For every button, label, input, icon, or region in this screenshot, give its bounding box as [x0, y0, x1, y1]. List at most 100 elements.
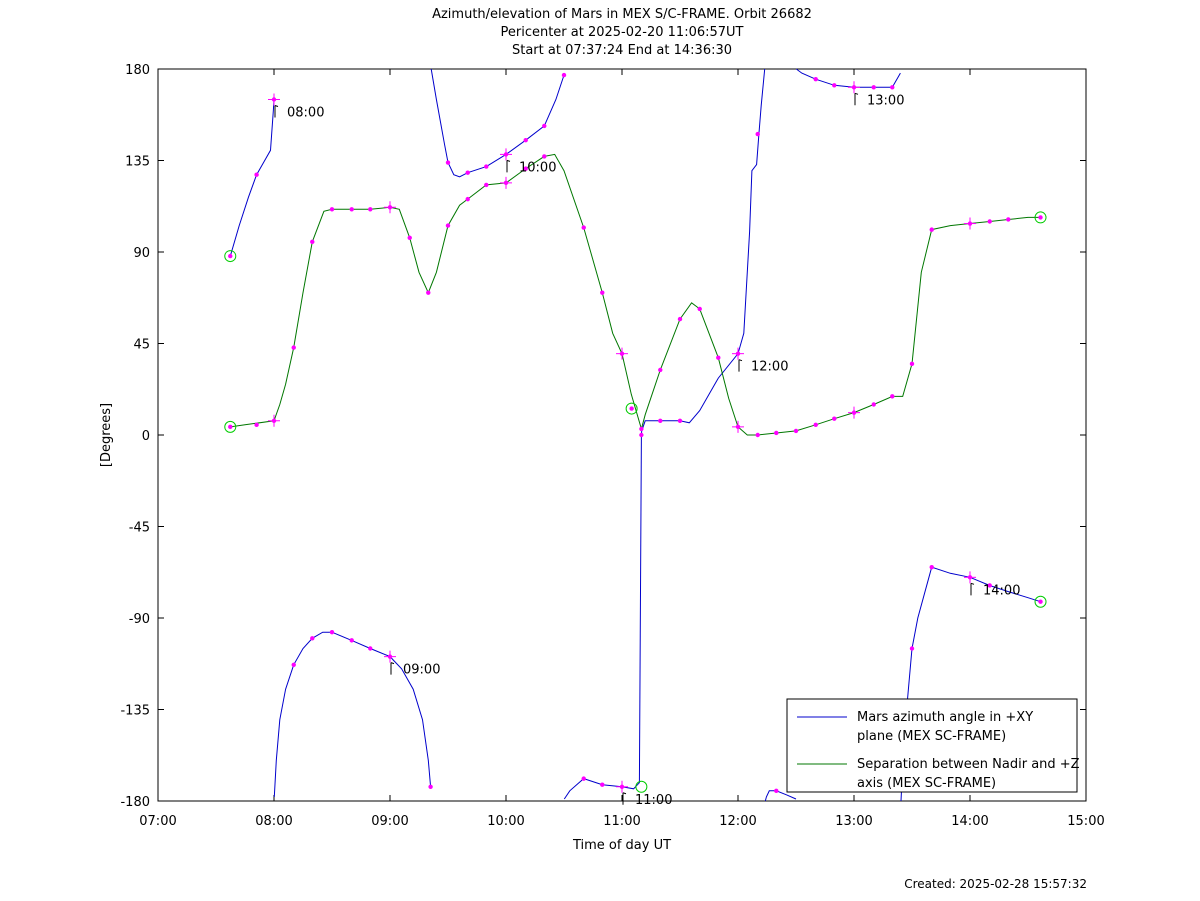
data-point [1006, 217, 1011, 222]
azimuth-series-line [900, 566, 1041, 802]
data-point [658, 367, 663, 373]
chart-title: Azimuth/elevation of Mars in MEX S/C-FRA… [432, 7, 812, 58]
title-line: Pericenter at 2025-02-20 11:06:57UT [500, 25, 743, 40]
data-point [310, 239, 315, 245]
annotation-label: 12:00 [751, 360, 788, 375]
data-point [291, 345, 296, 350]
annotation-label: 09:00 [403, 663, 440, 678]
y-tick-label: -180 [120, 795, 150, 810]
data-point [793, 428, 799, 434]
annotation-label: 08:00 [287, 106, 324, 121]
data-point [228, 253, 233, 259]
data-point [909, 646, 915, 651]
data-point [658, 418, 663, 423]
y-tick-label: -135 [120, 704, 150, 719]
legend: Mars azimuth angle in +XY plane (MEX SC-F… [786, 698, 1080, 793]
endpoint-circle [224, 420, 237, 433]
data-point [909, 361, 915, 367]
data-point [890, 85, 895, 90]
data-point [310, 636, 315, 641]
data-point [484, 164, 489, 169]
azimuth-series-line [796, 68, 901, 88]
data-point [832, 416, 837, 421]
annotation-label: 11:00 [635, 793, 672, 808]
data-point [813, 76, 818, 82]
data-point [561, 72, 567, 78]
data-point [987, 583, 992, 588]
y-tick-labels: 180 135 90 45 0 -45 -90 -135 -180 [120, 63, 150, 810]
data-point [1038, 599, 1043, 604]
data-point [677, 316, 683, 322]
annotation-pointer [854, 92, 859, 95]
data-point [329, 630, 335, 635]
data-point [755, 432, 760, 438]
x-tick-label: 08:00 [255, 814, 292, 829]
azimuth-series-line [563, 68, 766, 800]
data-point [929, 227, 934, 232]
data-point [484, 182, 489, 188]
x-tick-label: 15:00 [1067, 814, 1104, 829]
data-point [465, 170, 470, 175]
data-point [832, 83, 837, 88]
data-point [629, 406, 634, 411]
data-point [368, 207, 373, 212]
data-point [291, 662, 296, 667]
separation-series-line [230, 153, 1041, 436]
legend-label: Separation between Nadir and +Z [857, 757, 1080, 772]
x-tick-labels: 07:00 08:00 09:00 10:00 11:00 12:00 13:00 14:00… [139, 814, 1104, 829]
data-point [600, 290, 605, 295]
annotation-pointer [274, 105, 279, 107]
data-point [445, 160, 451, 165]
data-point [445, 223, 451, 228]
created-timestamp: Created: 2025-02-28 15:57:32 [904, 877, 1087, 891]
time-annotations: 08:00 09:00 10:00 11:00 12:00 13:00 14:00 [274, 92, 1020, 808]
data-point [987, 219, 992, 224]
data-point [523, 137, 528, 143]
endpoint-circle [1034, 211, 1047, 224]
data-point [349, 207, 354, 212]
endpoint-circle [224, 250, 237, 263]
data-point [813, 422, 818, 428]
series-lines [229, 68, 1041, 802]
axis-ticks [157, 68, 1087, 802]
data-point [581, 776, 586, 781]
data-point [890, 394, 895, 399]
x-tick-label: 09:00 [371, 814, 408, 829]
azimuth-series-line [764, 790, 797, 802]
data-point [929, 564, 934, 570]
annotation-label: 13:00 [867, 93, 904, 108]
x-tick-label: 14:00 [951, 814, 988, 829]
legend-label: plane (MEX SC-FRAME) [857, 729, 1006, 744]
data-point [755, 131, 760, 137]
endpoint-circle [635, 780, 648, 793]
data-point [228, 424, 233, 430]
data-point [542, 154, 547, 159]
x-tick-label: 11:00 [603, 814, 640, 829]
azimuth-series-line [229, 99, 275, 257]
data-point [716, 355, 721, 360]
title-line: Azimuth/elevation of Mars in MEX S/C-FRA… [432, 7, 812, 22]
y-tick-label: 135 [125, 155, 150, 170]
annotation-pointer [506, 159, 511, 162]
data-point [1038, 215, 1043, 220]
y-axis-label: [Degrees] [99, 403, 114, 467]
data-point [523, 166, 528, 171]
legend-label: axis (MEX SC-FRAME) [857, 776, 996, 791]
annotation-label: 10:00 [519, 160, 556, 175]
data-point [774, 788, 779, 794]
data-point [407, 235, 412, 240]
data-point [465, 196, 470, 202]
data-point [581, 225, 586, 230]
data-point [774, 430, 779, 436]
annotation-pointer [622, 792, 627, 795]
x-tick-label: 12:00 [719, 814, 756, 829]
x-axis-label: Time of day UT [572, 838, 671, 853]
annotation-pointer [970, 582, 975, 585]
x-tick-label: 07:00 [139, 814, 176, 829]
x-tick-label: 10:00 [487, 814, 524, 829]
data-point [426, 290, 431, 295]
endpoint-circle [1034, 595, 1047, 608]
annotation-pointer [738, 359, 743, 362]
legend-label: Mars azimuth angle in +XY [857, 710, 1033, 725]
